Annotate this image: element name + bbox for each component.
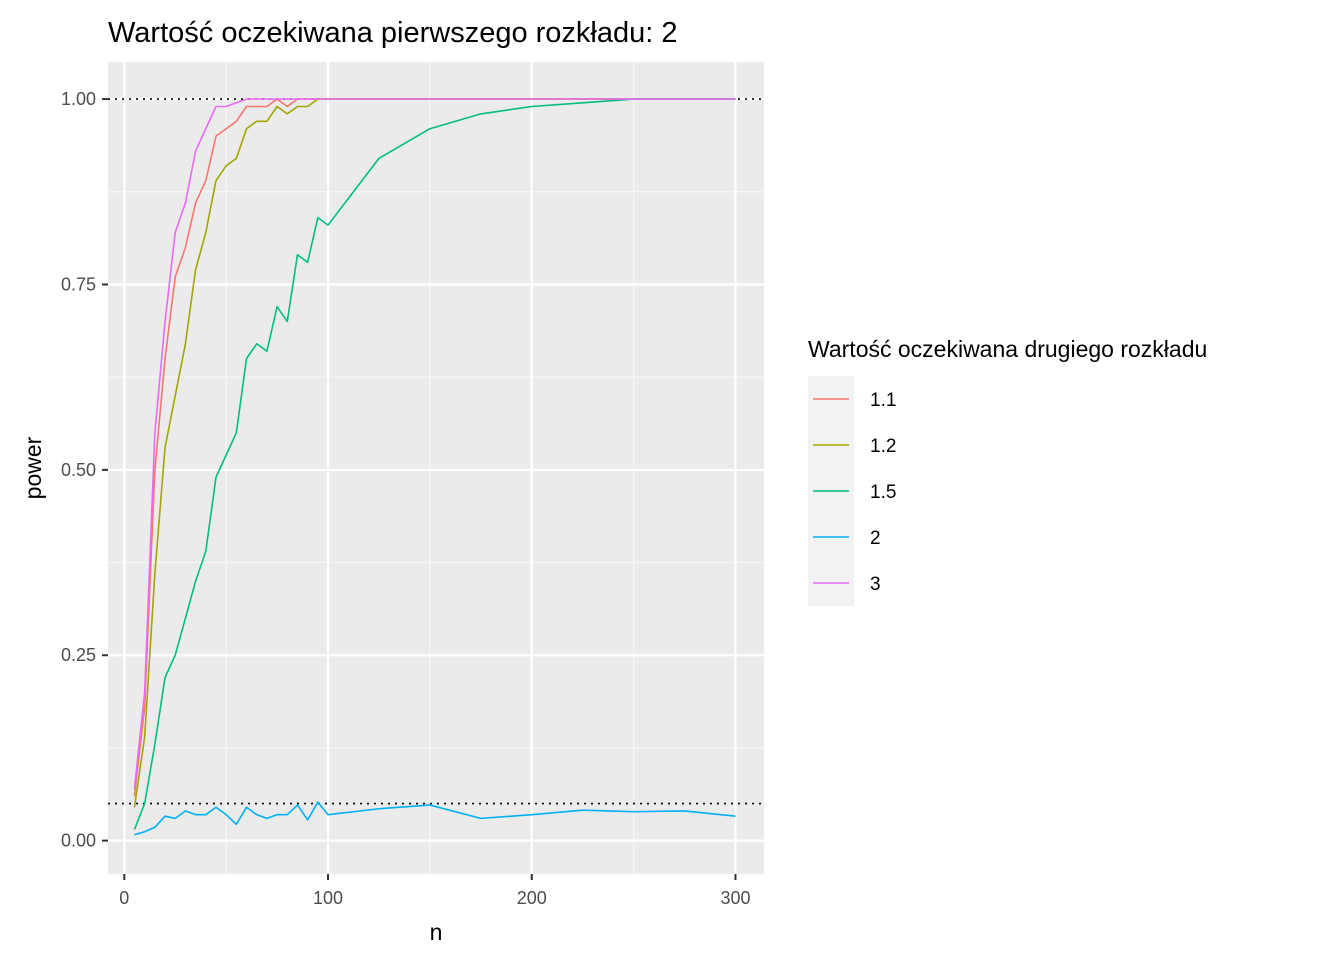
legend-label: 3 xyxy=(870,574,881,595)
series-line-1-5 xyxy=(133,98,736,830)
y-tick-label: 0.50 xyxy=(61,460,96,480)
x-tick-label: 300 xyxy=(720,888,750,908)
y-tick-label: 0.00 xyxy=(61,831,96,851)
legend-label: 1.2 xyxy=(870,436,896,457)
legend-items: 1.1 1.2 1.5 2 3 xyxy=(808,376,896,606)
grid-minor xyxy=(108,62,764,874)
plot-panel xyxy=(108,62,764,874)
x-axis-ticks: 0 100 200 300 xyxy=(119,874,751,908)
y-tick-label: 1.00 xyxy=(61,89,96,109)
x-axis-title: n xyxy=(430,919,443,945)
x-tick-label: 200 xyxy=(517,888,547,908)
series-line-2 xyxy=(134,801,736,836)
legend: Wartość oczekiwana drugiego rozkładu 1.1… xyxy=(808,336,1207,606)
grid-major xyxy=(108,62,764,874)
legend-label: 1.5 xyxy=(870,482,896,503)
y-axis-title: power xyxy=(20,436,46,499)
legend-label: 2 xyxy=(870,528,881,549)
x-tick-label: 100 xyxy=(313,888,343,908)
x-tick-label: 0 xyxy=(119,888,129,908)
series-line-3 xyxy=(133,98,736,789)
y-axis-ticks: 0.00 0.25 0.50 0.75 1.00 xyxy=(61,89,108,851)
y-tick-label: 0.75 xyxy=(61,274,96,294)
chart-title: Wartość oczekiwana pierwszego rozkładu: … xyxy=(108,17,678,49)
legend-title: Wartość oczekiwana drugiego rozkładu xyxy=(808,336,1207,362)
y-tick-label: 0.25 xyxy=(61,645,96,665)
series-lines xyxy=(133,98,736,836)
legend-label: 1.1 xyxy=(870,390,896,411)
